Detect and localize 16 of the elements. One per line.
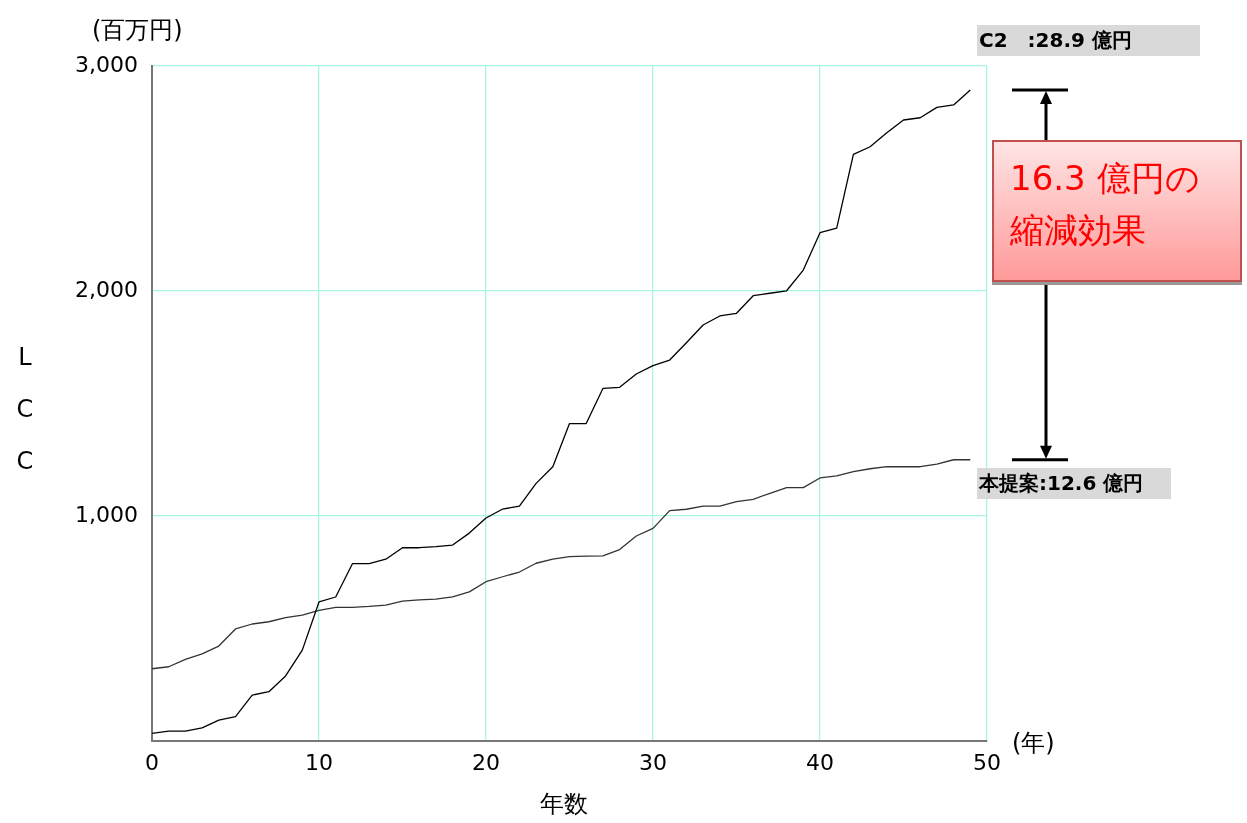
text: 16.3 億円の縮減効果	[992, 140, 1242, 282]
x-tick-label: 20	[472, 749, 500, 775]
y-axis-title: LCC	[15, 342, 35, 477]
text: (年)	[1012, 728, 1055, 759]
y-tick-label: 3,000	[75, 51, 138, 77]
text: (百万円)	[92, 15, 183, 46]
x-axis-title: 年数	[539, 789, 588, 820]
x-tick-label: 10	[305, 749, 333, 775]
x-tick-label: 40	[806, 749, 834, 775]
text: C2 :28.9 億円	[977, 25, 1200, 56]
x-tick-label: 30	[639, 749, 667, 775]
x-tick-label: 50	[973, 749, 1001, 775]
x-tick-label: 0	[145, 749, 159, 775]
annotation: 本提案:12.6 億円	[977, 468, 1172, 499]
y-tick-label: 2,000	[75, 276, 138, 302]
y-tick-label: 1,000	[75, 501, 138, 527]
